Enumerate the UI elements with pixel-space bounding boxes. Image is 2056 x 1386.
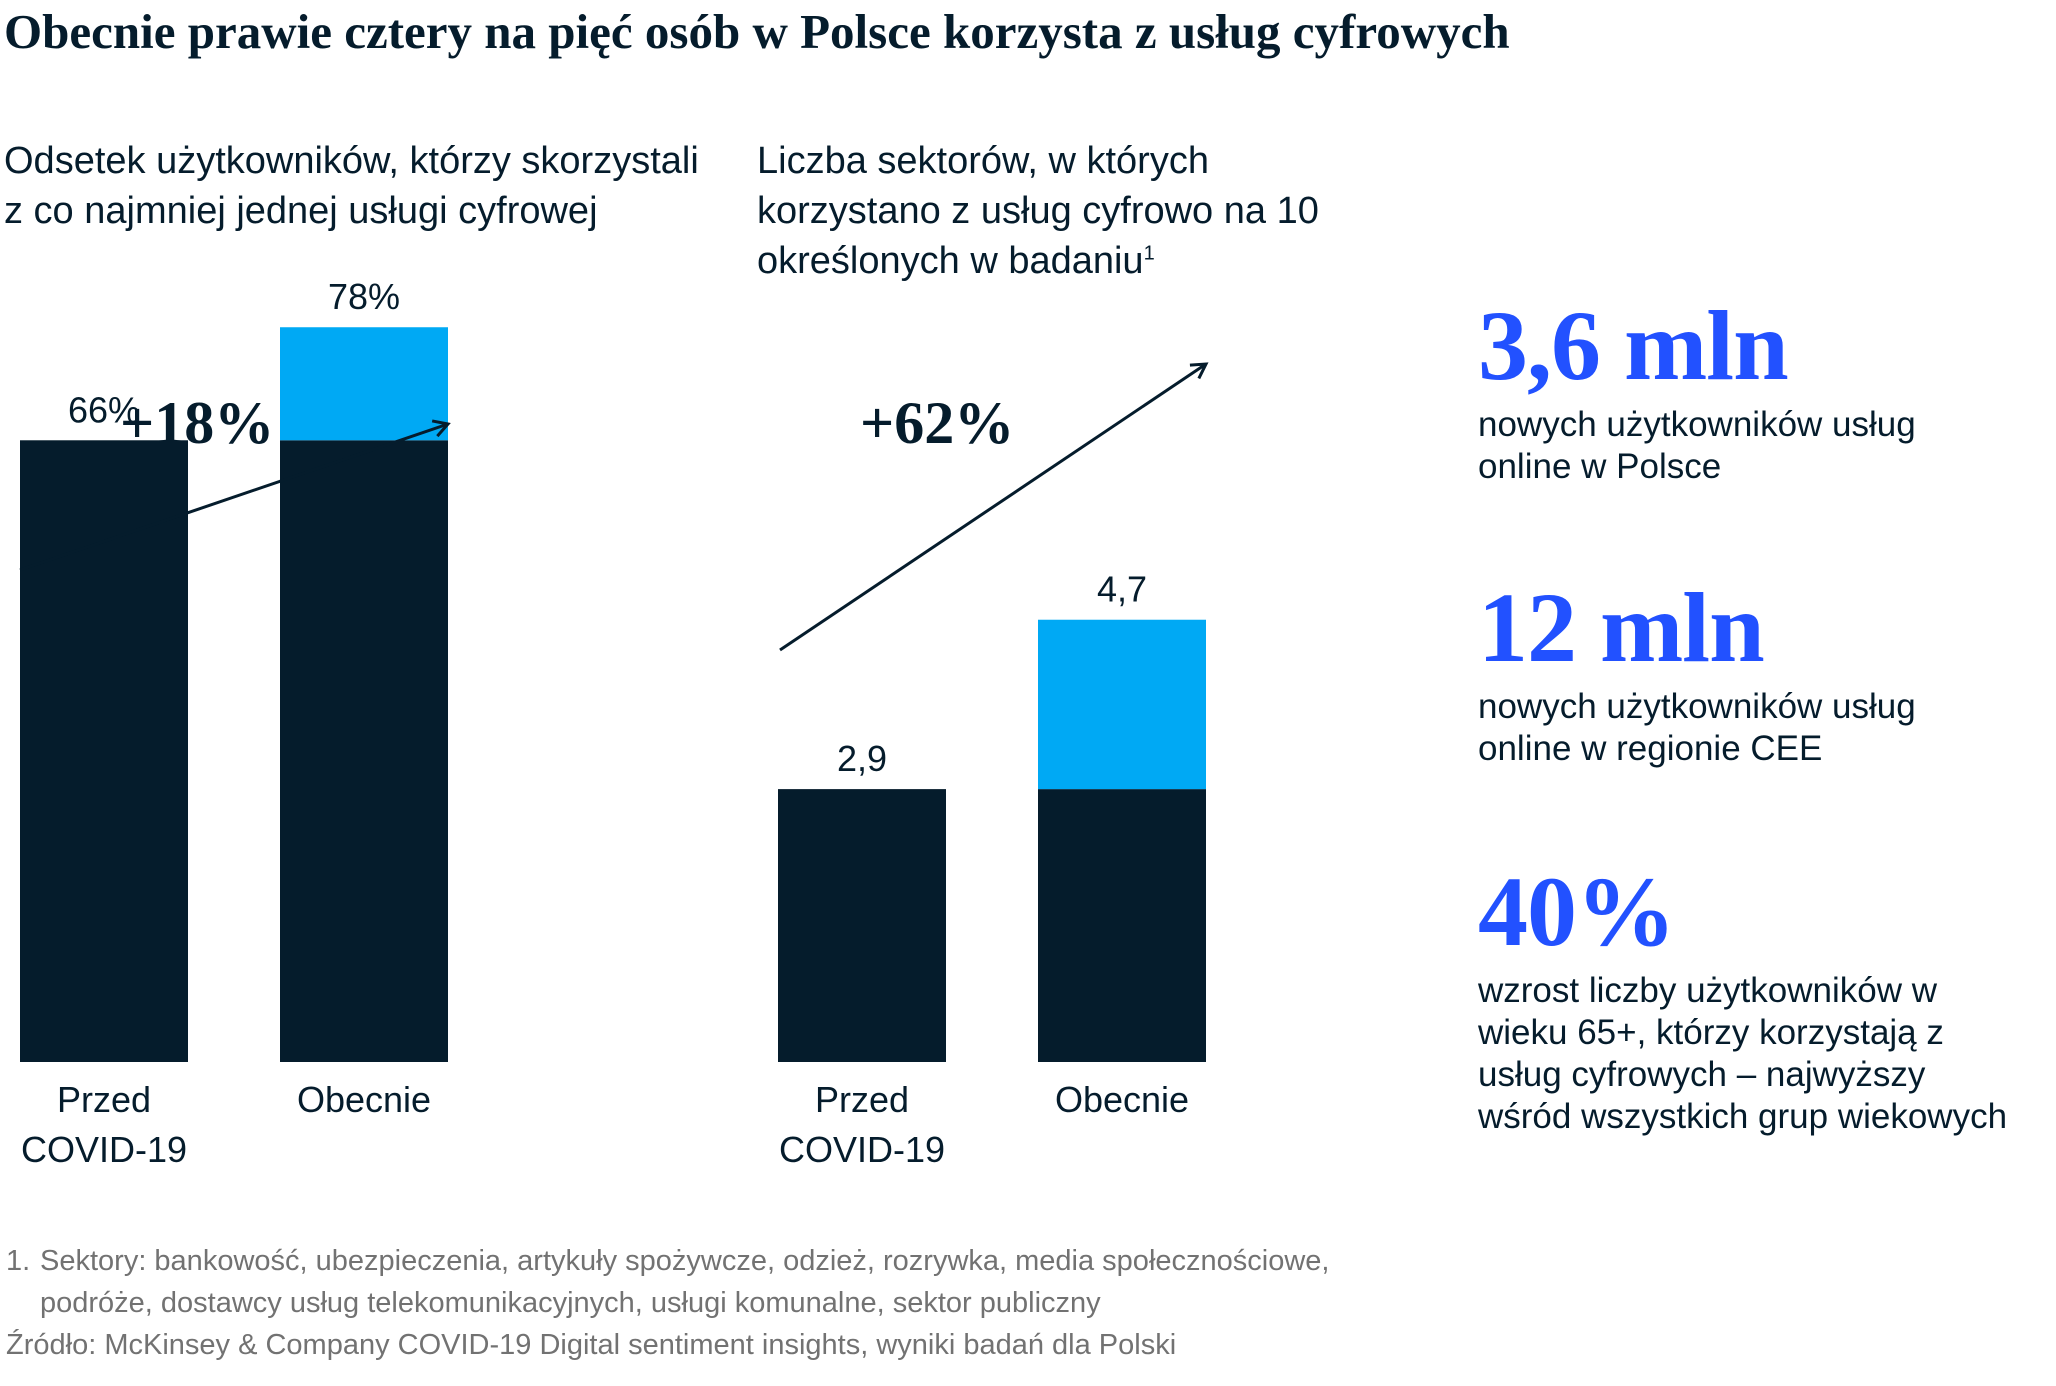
chart1-value-label-1: 66% bbox=[68, 389, 140, 430]
stat-description: wzrost liczby użytkowników w wieku 65+, … bbox=[1478, 971, 2008, 1136]
chart1-subtitle-text: Odsetek użytkowników, którzy skorzystali… bbox=[4, 140, 699, 232]
chart1-value-label-2: 78% bbox=[328, 276, 400, 317]
stat-elderly-growth: 40% wzrost liczby użytkowników w wieku 6… bbox=[1478, 862, 2038, 1138]
chart1-category-label-2-1: Obecnie bbox=[297, 1079, 431, 1120]
chart2-growth-arrow bbox=[779, 364, 1206, 652]
footnote-1: 1. Sektory: bankowość, ubezpieczenia, ar… bbox=[6, 1240, 2046, 1324]
chart1-bar-2-increase bbox=[280, 327, 448, 441]
footnote-text: Sektory: bankowość, ubezpieczenia, artyk… bbox=[40, 1245, 1330, 1319]
chart1-subtitle: Odsetek użytkowników, którzy skorzystali… bbox=[4, 136, 724, 236]
chart2-bar-2-increase bbox=[1038, 619, 1206, 790]
chart2-bar-2-base bbox=[1038, 789, 1206, 1062]
stat-new-users-cee: 12 mln nowych użytkowników usług online … bbox=[1478, 578, 2038, 770]
chart2-bar-1 bbox=[778, 789, 946, 1062]
stat-value: 40% bbox=[1478, 856, 1676, 967]
page-title: Obecnie prawie cztery na pięć osób w Pol… bbox=[4, 4, 1510, 59]
footnote-mark: 1 bbox=[1143, 242, 1155, 265]
stat-description: nowych użytkowników usług online w regio… bbox=[1478, 687, 1916, 768]
footnote-number: 1. bbox=[6, 1245, 31, 1277]
chart1-growth-arrow bbox=[19, 424, 448, 572]
chart1-category-label-1-2: COVID-19 bbox=[21, 1129, 187, 1170]
source-line: Źródło: McKinsey & Company COVID-19 Digi… bbox=[6, 1329, 1177, 1361]
chart2-subtitle-text: Liczba sektorów, w których korzystano z … bbox=[757, 140, 1319, 282]
stat-value: 12 mln bbox=[1478, 572, 1765, 683]
chart2-change-label: +62% bbox=[860, 390, 1014, 456]
chart2-category-label-2-1: Obecnie bbox=[1055, 1079, 1189, 1120]
chart2-subtitle: Liczba sektorów, w których korzystano z … bbox=[757, 136, 1357, 286]
stat-new-users-poland: 3,6 mln nowych użytkowników usług online… bbox=[1478, 296, 2038, 488]
chart2-value-label-2: 4,7 bbox=[1097, 569, 1147, 610]
chart2-value-label-1: 2,9 bbox=[837, 738, 887, 779]
chart2-category-label-1-1: Przed bbox=[815, 1079, 909, 1120]
stat-value: 3,6 mln bbox=[1478, 290, 1789, 401]
chart1-change-label: +18% bbox=[120, 390, 274, 456]
stat-description: nowych użytkowników usług online w Polsc… bbox=[1478, 405, 1916, 486]
chart1-category-label-1-1: Przed bbox=[57, 1079, 151, 1120]
chart1-bar-1 bbox=[20, 440, 188, 1062]
chart2-category-label-1-2: COVID-19 bbox=[779, 1129, 945, 1170]
footnotes: 1. Sektory: bankowość, ubezpieczenia, ar… bbox=[6, 1240, 2046, 1366]
chart1-bar-2-base bbox=[280, 440, 448, 1062]
